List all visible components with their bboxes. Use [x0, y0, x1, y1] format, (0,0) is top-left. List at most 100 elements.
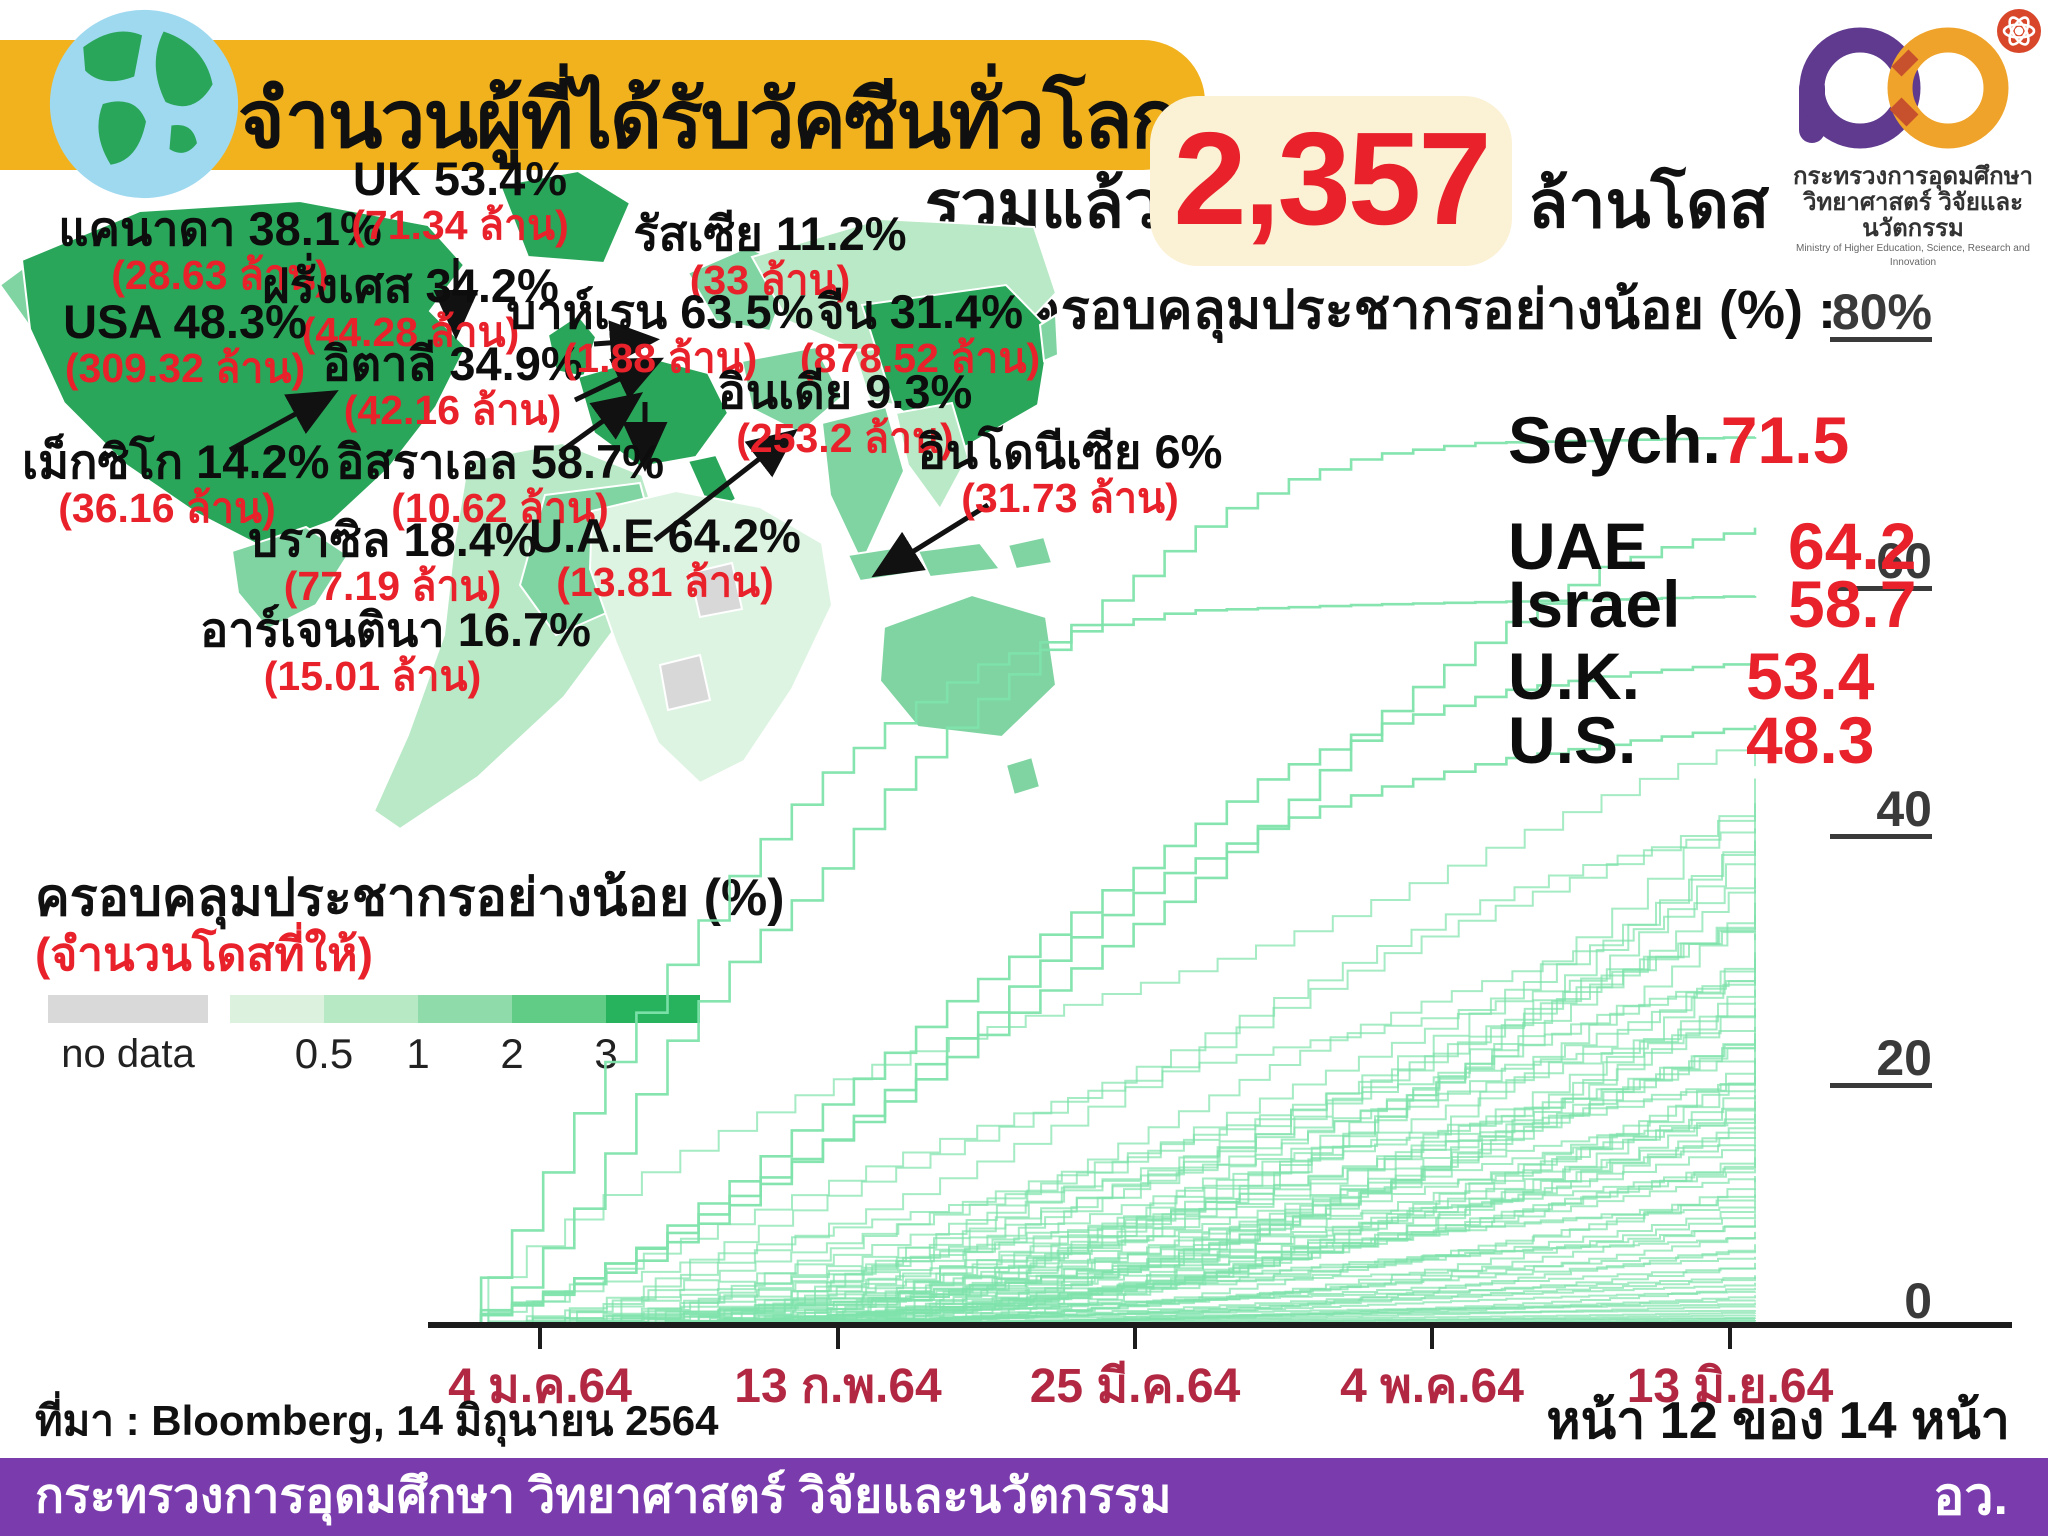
page-indicator: หน้า 12 ของ 14 หน้า [1546, 1392, 2010, 1450]
country-name-pct: U.A.E 64.2% [529, 509, 801, 562]
y-tick-20: 20 [1830, 1029, 1932, 1088]
legend-no-data-label: no data [61, 1032, 195, 1076]
country-name-pct: อินเดีย 9.3% [717, 365, 973, 418]
chart-header: ครอบคลุมประชากรอย่างน้อย (%) : [1024, 280, 1836, 340]
x-date-2: 25 มี.ค.64 [1029, 1360, 1241, 1413]
coverage-line-chart [428, 436, 2012, 1349]
country-name-pct: ฝรั่งเศส 34.2% [262, 259, 559, 312]
country-name-pct: อินโดนีเซีย 6% [917, 425, 1223, 478]
total-value: 2,357 [1173, 105, 1491, 252]
legend-tick-3: 3 [594, 1030, 618, 1077]
y-tick-80: 80% [1830, 284, 1932, 342]
map-label-israel: อิสราเอล 58.7% (10.62 ล้าน) [335, 435, 665, 531]
series-Seychelles [450, 436, 1757, 1327]
legend-swatch-2 [418, 995, 512, 1023]
x-date-1: 13 ก.พ.64 [734, 1360, 942, 1413]
callout-country: U.S. [1508, 703, 1637, 777]
map-label-france: ฝรั่งเศส 34.2% (44.28 ล้าน) [228, 259, 593, 355]
legend-subtitle: (จำนวนโดสที่ให้) [35, 928, 373, 980]
map-label-uae: U.A.E 64.2% (13.81 ล้าน) [505, 509, 825, 605]
callout-country: UAE [1508, 509, 1648, 583]
map-label-argentina: อาร์เจนตินา 16.7% (15.01 ล้าน) [200, 603, 591, 699]
source-line: ที่มา : Bloomberg, 14 มิถุนายน 2564 [35, 1397, 719, 1444]
map-label-mexico: เม็กซิโก 14.2% (36.16 ล้าน) [22, 435, 330, 531]
footer-bar [0, 1458, 2048, 1536]
country-doses: (15.01 ล้าน) [263, 652, 482, 699]
country-name-pct: อิตาลี 34.9% [322, 337, 583, 390]
callout-value: 71.5 [1720, 403, 1850, 477]
country-doses: (42.16 ล้าน) [343, 386, 562, 433]
map-label-italy: อิตาลี 34.9% (42.16 ล้าน) [285, 337, 620, 433]
country-doses: (878.52 ล้าน) [799, 334, 1041, 381]
country-doses: (71.34 ล้าน) [351, 201, 569, 248]
map-label-russia: รัสเซีย 11.2% (33 ล้าน) [625, 207, 915, 303]
series-U.S. [450, 725, 1757, 1327]
callout-value: 48.3 [1746, 703, 1875, 777]
ministry-name-th-1: กระทรวงการอุดมศึกษา [1793, 163, 2033, 190]
legend-tick-2: 2 [500, 1030, 524, 1077]
world-map [0, 169, 1060, 831]
country-doses: (309.32 ล้าน) [64, 344, 306, 391]
legend-swatch-0 [230, 995, 324, 1023]
map-label-uk: UK 53.4% (71.34 ล้าน) [280, 152, 640, 248]
legend-swatch-3 [512, 995, 606, 1023]
country-name-pct: แคนาดา 38.1% [58, 202, 382, 255]
callout-value: 58.7 [1788, 567, 1917, 641]
map-label-china: จีน 31.4% (878.52 ล้าน) [755, 285, 1085, 381]
callout-country: U.K. [1508, 639, 1640, 713]
footer-ministry-text: กระทรวงการอุดมศึกษา วิทยาศาสตร์ วิจัยและ… [35, 1470, 1172, 1523]
callout-UK: U.K. 53.4 [1508, 638, 1874, 714]
y-tick-0: 0 [1904, 1273, 1932, 1329]
legend-swatch-1 [324, 995, 418, 1023]
page-title: จำนวนผู้ที่ได้รับวัคซีนทั่วโลก [238, 75, 1179, 164]
country-doses: (28.63 ล้าน) [111, 251, 329, 298]
country-name-pct: USA 48.3% [63, 295, 307, 348]
y-tick-40: 40 [1830, 780, 1932, 839]
x-date-0: 4 ม.ค.64 [448, 1360, 632, 1413]
callout-country: Israel [1508, 567, 1681, 641]
country-doses: (77.19 ล้าน) [283, 562, 502, 609]
country-name-pct: รัสเซีย 11.2% [633, 207, 907, 260]
x-date-3: 4 พ.ค.64 [1340, 1360, 1524, 1413]
ministry-logo: กระทรวงการอุดมศึกษา วิทยาศาสตร์ วิจัยและ… [1782, 6, 2044, 270]
callout-value: 64.2 [1788, 509, 1917, 583]
y-tick-60: 60 [1830, 532, 1932, 591]
country-name-pct: อิสราเอล 58.7% [336, 435, 664, 488]
country-doses: (31.73 ล้าน) [961, 474, 1179, 521]
legend-swatch-4 [606, 995, 700, 1023]
atom-icon [2002, 16, 2036, 46]
footer-abbreviation: อว. [1933, 1468, 2008, 1526]
country-name-pct: UK 53.4% [352, 152, 568, 205]
callout-Seych: Seych.71.5 [1508, 402, 1849, 478]
x-date-4: 13 มิ.ย.64 [1626, 1360, 1834, 1413]
country-doses: (13.81 ล้าน) [556, 558, 774, 605]
ministry-name-en: Ministry of Higher Education, Science, R… [1795, 243, 2030, 268]
series-Israel [450, 595, 1757, 1327]
legend-tick-0.5: 0.5 [294, 1030, 354, 1077]
country-name-pct: บาห์เรน 63.5% [506, 285, 814, 338]
callout-Israel: Israel 58.7 [1508, 566, 1916, 642]
ministry-logo-icon [1799, 9, 2041, 149]
country-doses: (44.28 ล้าน) [301, 308, 520, 355]
ministry-name-th-2: วิทยาศาสตร์ วิจัยและนวัตกรรม [1802, 189, 2023, 242]
map-label-india: อินเดีย 9.3% (253.2 ล้าน) [690, 365, 1000, 460]
legend-no-data-swatch [48, 995, 208, 1023]
country-doses: (10.62 ล้าน) [391, 484, 609, 531]
callout-US: U.S. 48.3 [1508, 702, 1874, 778]
country-name-pct: บราซิล 18.4% [248, 513, 537, 566]
country-name-pct: อาร์เจนตินา 16.7% [200, 603, 591, 656]
callout-value: 53.4 [1746, 639, 1875, 713]
country-doses: (33 ล้าน) [689, 256, 851, 303]
map-label-usa: USA 48.3% (309.32 ล้าน) [25, 295, 345, 391]
total-suffix-label: ล้านโดส [1528, 167, 1770, 241]
globe-icon [49, 9, 239, 199]
country-doses: (36.16 ล้าน) [58, 484, 276, 531]
map-label-indonesia: อินโดนีเซีย 6% (31.73 ล้าน) [915, 425, 1225, 521]
callout-UAE: UAE 64.2 [1508, 508, 1916, 584]
country-name-pct: เม็กซิโก 14.2% [22, 435, 330, 488]
total-value-box [1150, 96, 1512, 266]
map-label-canada: แคนาดา 38.1% (28.63 ล้าน) [20, 202, 420, 298]
country-name-pct: จีน 31.4% [817, 285, 1023, 338]
